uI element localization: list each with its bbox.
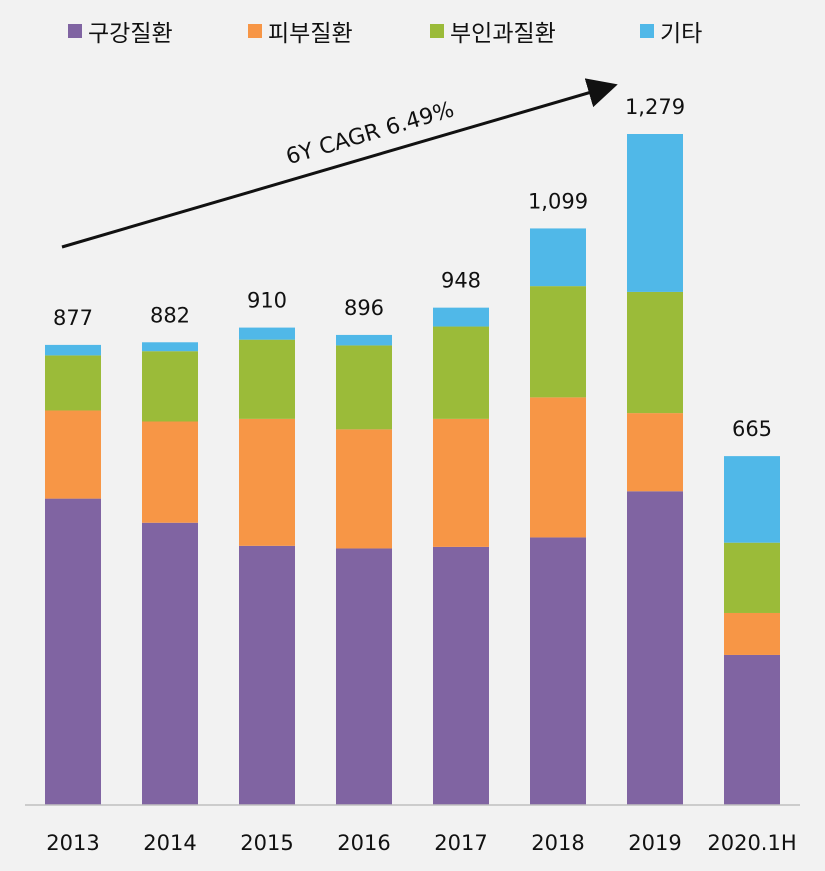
total-label: 1,279 <box>625 95 685 119</box>
x-tick-labels: 2013 2014 2015 2016 2017 2018 2019 2020.1H <box>46 831 796 855</box>
bar-segment-2013-3 <box>45 344 101 356</box>
bar-segment-2020.1H-2 <box>724 542 780 613</box>
legend-label: 기타 <box>660 21 702 47</box>
x-tick-label: 2016 <box>337 831 390 855</box>
x-tick-label: 2015 <box>240 831 293 855</box>
legend-swatch <box>248 24 262 38</box>
bar-segment-2019-3 <box>627 134 683 292</box>
bar-segment-2013-2 <box>45 355 101 411</box>
bar-segment-2020.1H-1 <box>724 612 780 655</box>
x-tick-label: 2014 <box>143 831 196 855</box>
legend-label: 피부질환 <box>268 21 353 47</box>
bar-segment-2014-2 <box>142 351 198 422</box>
bar-segment-2017-3 <box>433 307 489 327</box>
legend-label: 구강질환 <box>88 21 173 47</box>
x-tick-label: 2013 <box>46 831 99 855</box>
bar-segment-2013-1 <box>45 410 101 499</box>
x-tick-label: 2019 <box>628 831 681 855</box>
bar-segment-2018-2 <box>530 286 586 398</box>
bar-segment-2014-3 <box>142 342 198 352</box>
total-labels: 877 882 910 896 948 1,099 1,279 665 <box>53 95 772 441</box>
legend-label: 부인과질환 <box>450 21 556 47</box>
total-label: 1,099 <box>528 189 588 213</box>
bar-segment-2016-2 <box>336 345 392 430</box>
bar-segment-2020.1H-0 <box>724 654 780 805</box>
legend-swatch <box>640 24 654 38</box>
bar-segment-2013-0 <box>45 498 101 805</box>
x-tick-label: 2017 <box>434 831 487 855</box>
bar-segment-2018-3 <box>530 228 586 287</box>
bar-segment-2019-2 <box>627 291 683 414</box>
bar-segment-2015-2 <box>239 339 295 419</box>
bars <box>45 134 780 805</box>
bar-segment-2014-1 <box>142 421 198 523</box>
bar-segment-2016-3 <box>336 334 392 346</box>
total-label: 910 <box>247 289 287 313</box>
total-label: 877 <box>53 306 93 330</box>
legend-swatch <box>68 24 82 38</box>
bar-segment-2017-0 <box>433 546 489 805</box>
total-label: 948 <box>441 269 481 293</box>
bar-segment-2017-2 <box>433 326 489 419</box>
total-label: 665 <box>732 417 772 441</box>
total-label: 882 <box>150 303 190 327</box>
bar-segment-2016-1 <box>336 429 392 549</box>
bar-segment-2015-0 <box>239 545 295 805</box>
legend-swatch <box>430 24 444 38</box>
bar-segment-2018-0 <box>530 537 586 805</box>
x-tick-label: 2020.1H <box>707 831 796 855</box>
bar-segment-2014-0 <box>142 522 198 805</box>
bar-segment-2017-1 <box>433 418 489 547</box>
bar-segment-2019-0 <box>627 491 683 805</box>
cagr-annotation: 6Y CAGR 6.49% <box>283 97 457 170</box>
bar-segment-2016-0 <box>336 548 392 805</box>
legend: 구강질환 피부질환 부인과질환 기타 <box>68 21 702 47</box>
bar-segment-2018-1 <box>530 397 586 538</box>
x-tick-label: 2018 <box>531 831 584 855</box>
bar-segment-2019-1 <box>627 413 683 492</box>
bar-segment-2015-3 <box>239 327 295 340</box>
cagr-arrow <box>61 78 618 249</box>
bar-segment-2015-1 <box>239 418 295 546</box>
total-label: 896 <box>344 296 384 320</box>
bar-segment-2020.1H-3 <box>724 456 780 543</box>
